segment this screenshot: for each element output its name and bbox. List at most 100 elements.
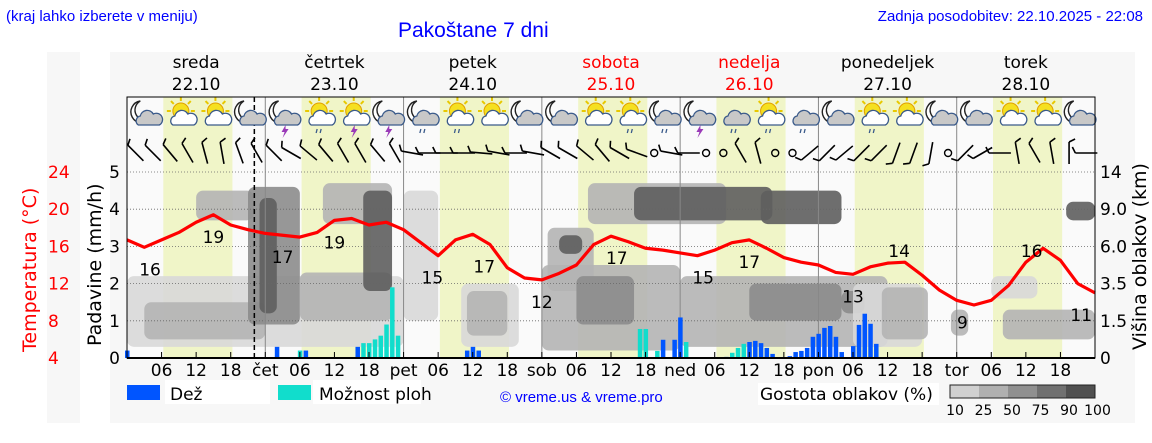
barb-tick (501, 146, 506, 154)
sun-ray (913, 100, 918, 105)
showers-bar (384, 324, 389, 358)
rain-bar (747, 342, 752, 358)
axes: 4 0 0 8 1 1.5 12 2 3.5 16 3 6.0 20 4 9.0 24 5 14 06 12 18 čet… (48, 96, 1127, 381)
left-axis-panel (47, 52, 80, 423)
cloud-shape (412, 109, 440, 126)
wind-barb-icon (902, 142, 919, 165)
barb-shaft (928, 142, 934, 164)
showers-bar (637, 328, 643, 358)
wind-barb-icon (234, 137, 244, 164)
barb-shaft (522, 150, 545, 156)
showers-bar (395, 335, 401, 358)
wind-barb-icon (950, 144, 974, 162)
sun-ray (360, 100, 365, 105)
legend-showers-swatch (278, 385, 311, 400)
rain-drops (419, 128, 426, 134)
cloud-shape (1034, 109, 1063, 126)
x-tick-label: 12 (185, 361, 207, 381)
sun-ray (861, 100, 866, 105)
barb-tick (449, 146, 454, 154)
barb-tick (336, 137, 342, 144)
cloud-shape (792, 109, 821, 126)
rain-bar (799, 350, 804, 358)
wind-barb-icon (657, 144, 683, 156)
showers-bar (372, 339, 378, 358)
moon-cloud-icon (510, 100, 544, 126)
wind-barb-icon (794, 145, 819, 161)
x-tick-label: 18 (773, 361, 795, 381)
sun-ray (896, 100, 901, 105)
weather-icons (130, 97, 1097, 138)
cloud-shape (135, 109, 164, 126)
sun-cloud-rain-icon (305, 97, 337, 134)
cloud-patch (950, 309, 969, 336)
x-tick-label: 18 (911, 361, 933, 381)
sun-ray (170, 100, 175, 105)
barb-shaft (144, 144, 162, 162)
barb-shaft (219, 142, 225, 164)
precip-tick: 4 (109, 200, 120, 220)
wind-barb-icon (754, 137, 762, 164)
copyright-link[interactable]: © vreme.us & vreme.pro (500, 389, 663, 406)
barb-shaft (660, 150, 683, 156)
cloud-shape (896, 109, 924, 126)
rain-bar (303, 350, 309, 358)
day-name: ponedeljek (841, 53, 935, 73)
wind-barb-icon (985, 146, 1011, 154)
rain-bar (753, 340, 758, 358)
sun-cloud-icon (1031, 97, 1063, 126)
rain-drops (868, 128, 875, 134)
x-tick-label: 12 (1015, 361, 1037, 381)
temp-tick: 4 (48, 349, 59, 369)
colorbar-label: 10 (946, 403, 964, 419)
rain-drops (453, 128, 461, 134)
gridlines (127, 97, 1095, 358)
barb-tick (557, 140, 560, 148)
x-tick-label: 18 (220, 361, 242, 381)
day-name: torek (1004, 53, 1048, 73)
x-tick-label: 06 (427, 361, 449, 381)
sun-ray (585, 100, 590, 105)
barb-tick (201, 137, 208, 143)
temperature-label: 16 (139, 260, 161, 280)
colorbar-label: 90 (1060, 403, 1078, 419)
rain-bar (862, 313, 868, 358)
precip-tick: 3 (109, 237, 120, 257)
precip-axis-label: Padavine (mm/h) (84, 183, 106, 346)
barb-shaft (181, 143, 194, 163)
cloud-shape (239, 109, 267, 126)
barb-shaft (369, 144, 386, 162)
colorbar-label: 50 (1003, 403, 1021, 419)
sun-ray (481, 100, 486, 105)
moon-storm-icon (683, 100, 717, 138)
rain-drops (799, 128, 806, 134)
barb-tick (299, 139, 303, 147)
sun-ray (204, 100, 210, 105)
rain-bar (793, 352, 798, 358)
barb-shaft (127, 144, 144, 162)
rain-bar (827, 326, 833, 358)
barb-shaft (754, 142, 762, 164)
sun-ray (325, 100, 330, 105)
wind-barb-icon (1028, 137, 1041, 163)
barb-shaft (1014, 142, 1020, 164)
barb-tick (432, 146, 437, 154)
sun-cloud-icon (166, 97, 198, 126)
wind-barb-icon (674, 146, 700, 154)
temperature-label: 19 (203, 228, 225, 248)
cloud-rain-icon (723, 109, 751, 134)
wind-barb-icon (219, 137, 227, 164)
rain-bar (839, 352, 844, 358)
region-hint-link[interactable]: (kraj lahko izberete v meniju) (6, 8, 198, 25)
cloud-patch (196, 190, 254, 221)
lightning-shape (385, 125, 393, 138)
showers-bar (655, 350, 660, 358)
cloud-patch (144, 302, 266, 340)
temperature-label: 14 (888, 242, 910, 262)
day-name: sobota (582, 53, 640, 73)
cloud-height-tick: 0 (1100, 349, 1111, 369)
cloud-shape (654, 109, 682, 126)
cloud-patch (259, 198, 277, 314)
x-tick-label: sob (527, 361, 557, 381)
